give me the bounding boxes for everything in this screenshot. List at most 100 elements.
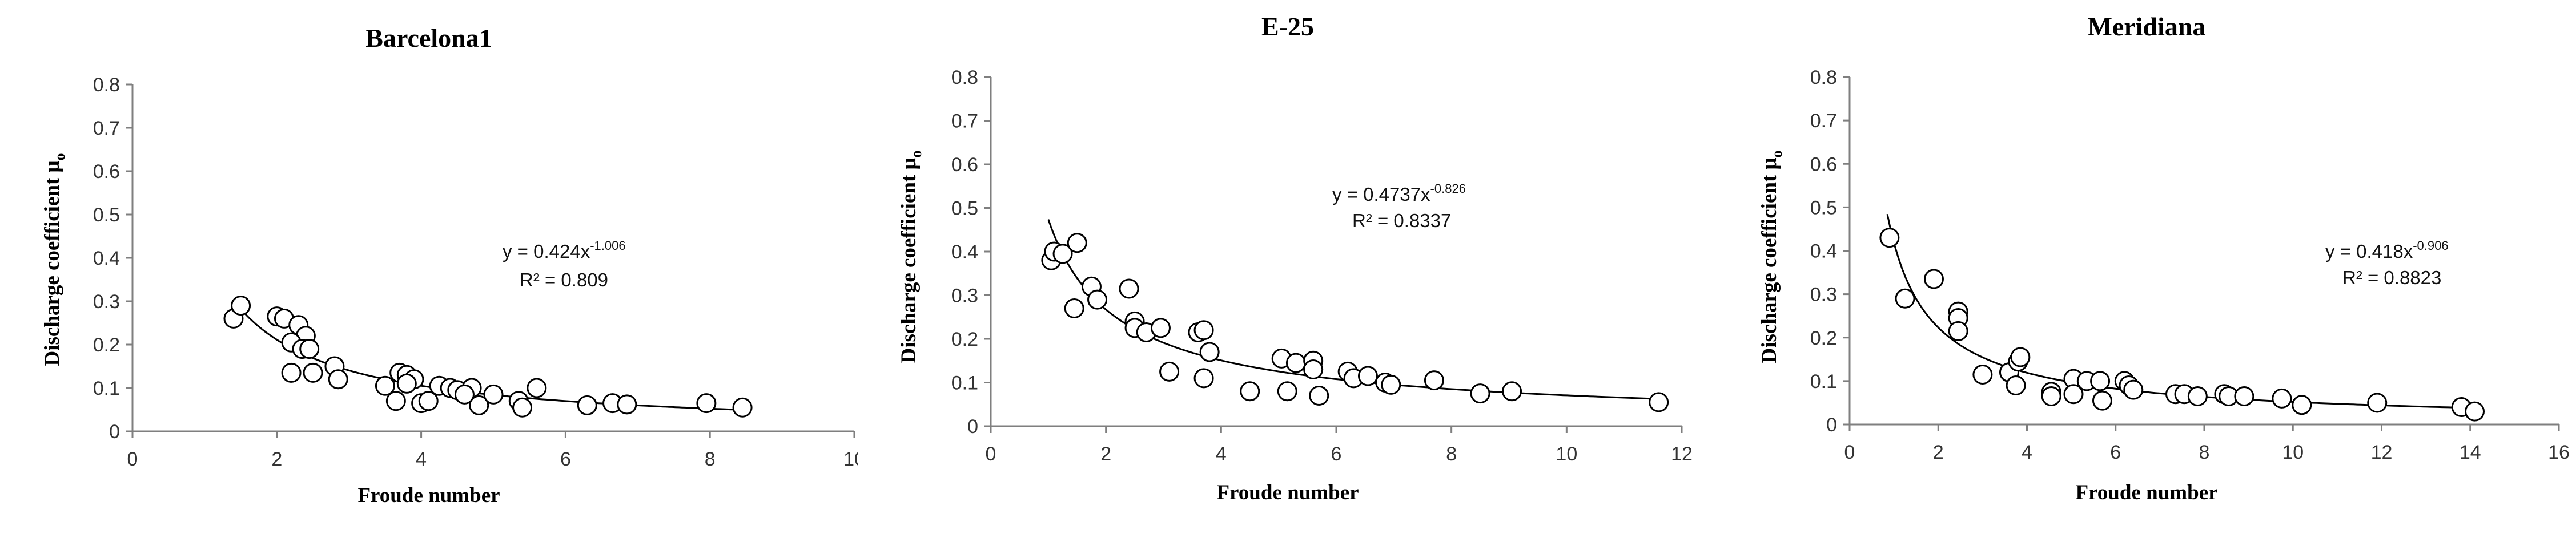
x-axis-label: Froude number [357,484,500,507]
x-tick-label: 14 [2460,442,2481,463]
data-point [1923,269,1944,289]
data-point [1972,364,1993,385]
data-point [2041,386,2061,407]
data-point [1649,392,1669,412]
x-tick-label: 0 [986,443,996,465]
x-tick-label: 2 [271,448,282,470]
y-tick-label: 0.5 [951,198,978,220]
data-point [418,391,439,411]
y-axis-label-subscript: o [1769,150,1785,157]
x-tick-label: 8 [1446,443,1457,465]
y-tick-label: 0.6 [93,161,120,183]
data-point [1240,381,1260,402]
y-axis-label: Discharge coefficient μo [897,150,925,363]
data-point [2187,386,2208,407]
data-point [1199,342,1220,362]
data-point [1193,320,1214,341]
x-tick-label: 0 [127,448,138,470]
y-tick-label: 0.4 [951,241,978,263]
x-tick-label: 12 [1671,443,1693,465]
y-axis-label-subscript: o [51,153,68,160]
data-point [1470,383,1490,404]
x-axis-label: Froude number [1216,481,1359,504]
x-tick-label: 12 [2371,442,2393,463]
y-tick-label: 0.2 [1810,327,1837,349]
data-point [281,362,302,383]
y-tick-label: 0.2 [951,329,978,350]
data-point [299,339,320,359]
fit-equation-main: y = 0.424x [503,241,590,262]
y-tick-label: 0.6 [951,154,978,176]
y-tick-label: 0.3 [951,285,978,307]
y-axis-label-main: Discharge coefficient μ [897,157,921,363]
y-tick-label: 0.2 [93,334,120,356]
data-point [2465,401,2485,422]
y-tick-label: 0.3 [93,291,120,313]
data-point [2234,386,2254,407]
chart-panel-meridiana: Meridiana Froude number Discharge coeffi… [1717,0,2576,546]
y-tick-label: 0.5 [1810,197,1837,219]
r-squared-label: R² = 0.809 [520,269,608,290]
fit-equation-main: y = 0.4737x [1332,184,1430,205]
x-tick-label: 8 [705,448,716,470]
x-tick-label: 6 [560,448,571,470]
data-point [483,384,504,405]
data-point [2367,393,2388,413]
data-point [1948,321,1968,341]
y-tick-label: 0.4 [93,248,120,269]
y-tick-label: 0.1 [93,378,120,399]
data-point [1879,228,1900,248]
y-tick-label: 0.8 [93,74,120,96]
y-tick-label: 0.6 [1810,153,1837,175]
fit-equation-main: y = 0.418x [2325,241,2413,262]
chart-panel-barcelona1: Barcelona1 Froude number Discharge coeff… [0,0,858,546]
r-squared-label: R² = 0.8337 [1352,210,1451,231]
x-tick-label: 0 [1844,442,1855,463]
x-tick-label: 4 [1216,443,1227,465]
data-point [1052,244,1073,264]
x-tick-label: 2 [1933,442,1944,463]
x-tick-label: 10 [2282,442,2304,463]
data-point [617,394,637,415]
data-point [2006,375,2026,395]
y-axis-label: Discharge coefficient μo [1758,150,1785,363]
data-point [1502,381,1522,402]
y-tick-label: 0.1 [1810,371,1837,393]
y-tick-label: 0 [109,421,120,443]
fit-equation: y = 0.4737x-0.826 [1332,181,1466,205]
y-axis-label-main: Discharge coefficient μ [1758,157,1781,363]
y-tick-label: 0 [967,416,978,438]
y-axis-label: Discharge coefficient μo [41,153,68,366]
data-point [527,378,547,398]
fit-equation-exponent: -1.006 [590,238,625,253]
data-point [1285,353,1306,373]
x-tick-label: 4 [2022,442,2032,463]
chart-title: Meridiana [2088,12,2206,41]
y-tick-label: 0.5 [93,204,120,226]
data-point [1067,233,1087,253]
data-point [385,391,406,411]
x-tick-label: 10 [843,448,858,470]
fit-equation: y = 0.424x-1.006 [503,238,626,262]
data-point [1277,381,1297,402]
chart-title: E-25 [1261,12,1314,41]
data-point [2123,379,2144,400]
chart-title: Barcelona1 [365,23,492,52]
x-tick-label: 6 [2110,442,2121,463]
data-point [1150,318,1171,338]
y-tick-label: 0.1 [951,373,978,394]
x-tick-label: 4 [416,448,427,470]
data-point [1895,288,1915,309]
data-point [2292,395,2312,415]
y-tick-label: 0.8 [951,67,978,88]
data-point [732,397,753,418]
x-tick-label: 6 [1331,443,1342,465]
data-point [2010,347,2031,367]
y-axis-label-main: Discharge coefficient μ [41,160,64,366]
y-tick-label: 0.7 [1810,110,1837,132]
data-point [1119,278,1139,299]
chart-e25: E-25 Froude number Discharge coefficient… [897,12,1693,504]
data-point [512,397,533,418]
x-tick-label: 8 [2199,442,2210,463]
data-point [1303,359,1324,380]
